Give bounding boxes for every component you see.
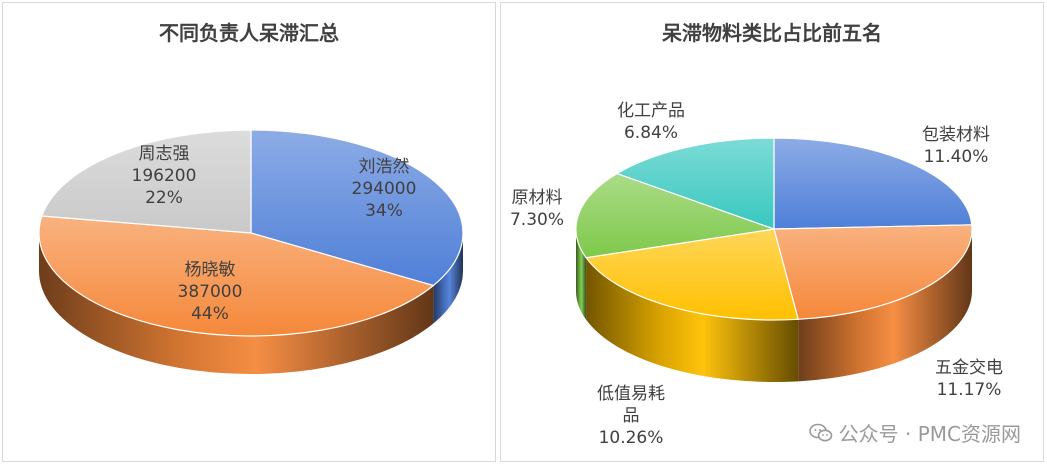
chart-panel-left: 不同负责人呆滞汇总 刘浩然 294000 34% 杨晓敏 387000 44% 周志强 196… <box>2 2 496 462</box>
pie-slice-0 <box>250 129 464 287</box>
pie-slice-3 <box>575 172 775 259</box>
slice-label-1: 44% <box>191 304 229 324</box>
slice-label-3: 7.30% <box>510 210 564 230</box>
slice-label-0: 刘浩然 <box>359 157 410 177</box>
slice-label-1: 11.17% <box>937 380 1002 400</box>
slice-label-1: 387000 <box>178 282 243 302</box>
pie-side-1 <box>798 229 972 382</box>
slice-label-3: 原材料 <box>512 188 563 208</box>
slice-label-2: 196200 <box>132 166 197 186</box>
slice-label-0: 294000 <box>352 179 417 199</box>
pie-side-2 <box>586 257 799 382</box>
slice-label-2: 品 <box>623 406 640 426</box>
pie-side-1 <box>39 233 434 374</box>
slice-label-1: 五金交电 <box>935 358 1003 378</box>
chart-title-left: 不同负责人呆滞汇总 <box>159 21 339 45</box>
pie-side-3 <box>576 229 587 320</box>
pie-slice-0 <box>773 137 973 230</box>
slice-label-2: 22% <box>145 188 183 208</box>
slice-label-2: 周志强 <box>139 144 190 164</box>
slice-label-4: 化工产品 <box>617 101 685 121</box>
pie-slice-2 <box>585 228 799 321</box>
slice-label-4: 6.84% <box>624 123 678 143</box>
pie-slice-2 <box>41 129 252 234</box>
chart-panel-right: 呆滞物料类比占比前五名 包装材料 11.40% 五金交电 11.17% 低值易耗品 10.… <box>500 2 1044 462</box>
pie-slice-1 <box>773 224 973 320</box>
watermark: 公众号 · PMC资源网 <box>808 418 1021 447</box>
pie-side-0 <box>433 233 463 324</box>
pie-slice-1 <box>38 215 435 337</box>
slice-label-1: 杨晓敏 <box>185 260 236 280</box>
slice-label-2: 10.26% <box>599 428 664 448</box>
wechat-icon <box>808 423 832 441</box>
slice-label-0: 包装材料 <box>922 125 990 145</box>
slice-label-0: 34% <box>365 201 403 221</box>
pie-slice-4 <box>615 137 775 230</box>
chart-title-right: 呆滞物料类比占比前五名 <box>662 21 882 45</box>
watermark-text: 公众号 · PMC资源网 <box>838 422 1021 446</box>
slice-label-0: 11.40% <box>924 147 989 167</box>
slice-label-2: 低值易耗 <box>597 384 665 404</box>
